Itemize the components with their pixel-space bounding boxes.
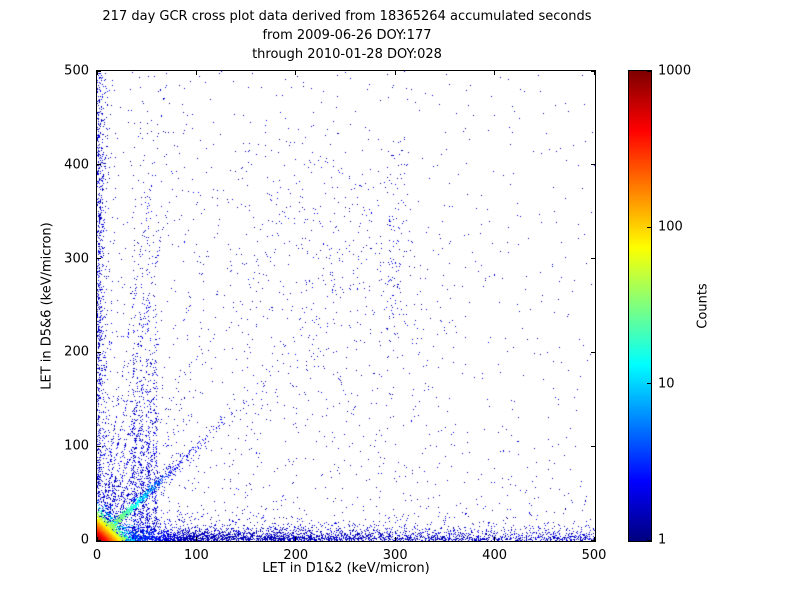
x-tick-label: 200: [283, 548, 309, 563]
x-tick-label: 500: [581, 548, 607, 563]
y-tick-mark: [591, 539, 595, 541]
x-axis-label: LET in D1&2 (keV/micron): [262, 561, 430, 576]
colorbar-tick-label: 1: [658, 532, 667, 548]
x-tick-mark: [195, 537, 197, 541]
x-tick-mark: [394, 537, 396, 541]
x-tick-mark: [295, 71, 297, 75]
x-tick-mark: [593, 537, 595, 541]
title-line-3: through 2010-01-28 DOY:028: [252, 47, 442, 62]
colorbar-tick-mark: [647, 539, 651, 541]
colorbar-tick-label: 1000: [658, 63, 692, 79]
plot-area: 0 100 200 300 400 500 0 100 200 300 400 500: [64, 64, 606, 564]
y-tick-mark: [97, 539, 101, 541]
y-axis-label: LET in D5&6 (keV/micron): [39, 222, 55, 390]
y-tick-mark: [97, 351, 101, 353]
y-tick-mark: [97, 445, 101, 447]
y-tick-label: 500: [64, 63, 89, 79]
y-tick-mark: [97, 258, 101, 260]
title-line-1: 217 day GCR cross plot data derived from…: [102, 9, 592, 24]
colorbar-tick-mark: [647, 70, 651, 72]
colorbar-label: Counts: [695, 283, 711, 329]
x-tick-mark: [96, 71, 98, 75]
y-tick-mark: [591, 445, 595, 447]
y-tick-label: 0: [80, 532, 89, 548]
y-tick-mark: [591, 70, 595, 72]
x-tick-mark: [96, 537, 98, 541]
scatter-canvas: [97, 71, 595, 541]
x-tick-label: 300: [382, 548, 408, 563]
y-tick-label: 200: [64, 344, 89, 360]
y-tick-mark: [97, 164, 101, 166]
colorbar: 1 10 100 1000: [628, 64, 691, 548]
x-tick-label: 100: [183, 548, 209, 563]
x-tick-mark: [394, 71, 396, 75]
x-tick-mark: [295, 537, 297, 541]
y-tick-label: 300: [64, 251, 89, 267]
y-tick-mark: [591, 164, 595, 166]
colorbar-tick-label: 10: [658, 376, 675, 392]
y-tick-label: 400: [64, 157, 89, 173]
title-line-2: from 2009-06-26 DOY:177: [262, 28, 432, 43]
x-tick-mark: [593, 71, 595, 75]
y-tick-label: 100: [64, 438, 89, 454]
y-tick-mark: [591, 258, 595, 260]
y-tick-mark: [97, 70, 101, 72]
x-tick-mark: [195, 71, 197, 75]
x-tick-mark: [494, 537, 496, 541]
x-tick-label: 0: [92, 548, 102, 563]
colorbar-tick-label: 100: [658, 219, 683, 235]
colorbar-gradient-canvas: [629, 71, 651, 541]
y-tick-mark: [591, 351, 595, 353]
colorbar-tick-mark: [647, 383, 651, 385]
chart-title: 217 day GCR cross plot data derived from…: [97, 7, 597, 64]
x-tick-mark: [494, 71, 496, 75]
colorbar-tick-mark: [647, 226, 651, 228]
x-tick-label: 400: [482, 548, 508, 563]
